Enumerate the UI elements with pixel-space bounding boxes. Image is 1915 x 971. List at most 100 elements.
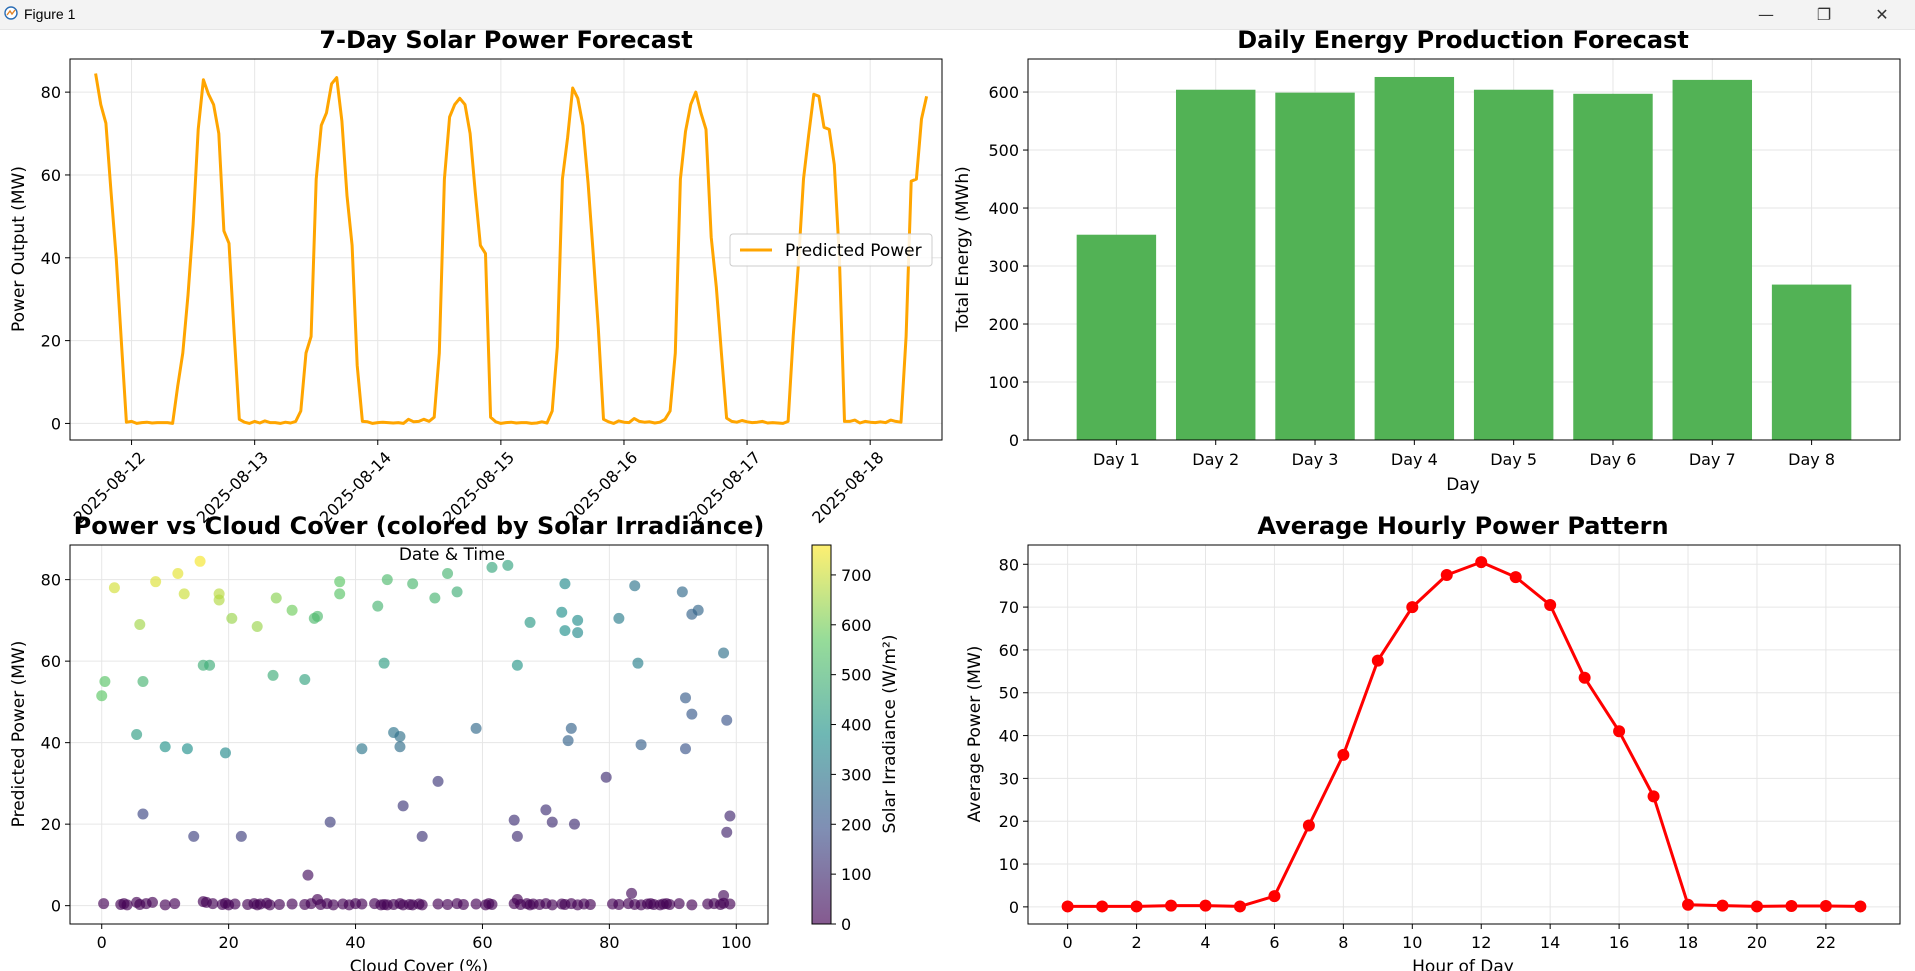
close-button[interactable]: ✕	[1853, 0, 1911, 29]
scatter-point	[718, 889, 730, 901]
scatter-point	[311, 610, 323, 622]
scatter-point	[559, 578, 571, 590]
scatter-point	[137, 676, 149, 688]
x-tick-label: 2025-08-18	[808, 448, 887, 527]
x-tick-label: 22	[1816, 933, 1836, 952]
scatter-point	[451, 586, 463, 598]
line-chart-ticks: 2025-08-12 2025-08-13 2025-08-14 2025-08-15…	[41, 83, 888, 527]
y-tick-label: 600	[988, 83, 1019, 102]
x-tick-label: 4	[1200, 933, 1210, 952]
scatter-point	[204, 659, 216, 671]
hourly-power-marker	[1130, 900, 1143, 913]
scatter-point	[432, 898, 444, 910]
bar-chart-ylabel: Total Energy (MWh)	[953, 166, 973, 333]
maximize-button[interactable]: ❐	[1795, 0, 1853, 29]
hourly-power-marker	[1061, 900, 1074, 913]
scatter-point	[416, 830, 428, 842]
scatter-point	[511, 830, 523, 842]
scatter-point	[286, 898, 298, 910]
colorbar-tick-label: 500	[841, 666, 872, 685]
scatter-point	[356, 743, 368, 755]
scatter-chart-points	[96, 555, 736, 911]
scatter-point	[302, 869, 314, 881]
hourly-power-marker	[1682, 898, 1695, 911]
scatter-point	[372, 600, 384, 612]
scatter-point	[470, 898, 482, 910]
x-tick-label: 8	[1338, 933, 1348, 952]
x-tick-label: Day 8	[1788, 450, 1835, 469]
scatter-point	[134, 618, 146, 630]
colorbar-tick-label: 300	[841, 765, 872, 784]
scatter-point	[724, 898, 736, 910]
y-tick-label: 300	[988, 257, 1019, 276]
scatter-point	[486, 898, 498, 910]
scatter-point	[502, 559, 514, 571]
y-tick-label: 40	[41, 249, 61, 268]
bar-chart-title: Daily Energy Production Forecast	[1237, 29, 1689, 54]
y-tick-label: 200	[988, 315, 1019, 334]
hourly-power-marker	[1165, 899, 1178, 912]
x-tick-label: 20	[218, 933, 238, 952]
hourly-power-line	[1067, 560, 1861, 908]
scatter-point	[613, 612, 625, 624]
scatter-point	[676, 586, 688, 598]
scatter-point	[546, 899, 558, 911]
x-tick-label: 14	[1540, 933, 1560, 952]
hourly-power-line-chart: 0 2 4 6 8 10 12 14 16 18 20 22 0 10 20 30 40 50 60 70 80 Ave…	[965, 512, 1901, 971]
colorbar-tick-label: 100	[841, 865, 872, 884]
hourly-power-marker	[1440, 568, 1453, 581]
window-title: Figure 1	[24, 6, 76, 22]
colorbar-tick-label: 600	[841, 616, 872, 635]
scatter-point	[219, 747, 231, 759]
hourly-power-marker	[1337, 748, 1350, 761]
y-tick-label: 400	[988, 199, 1019, 218]
hourly-chart-ylabel: Average Power (MW)	[965, 646, 985, 823]
minimize-icon: —	[1758, 5, 1774, 24]
y-tick-label: 0	[1009, 431, 1019, 450]
energy-bar	[1175, 89, 1256, 440]
x-tick-label: 40	[345, 933, 365, 952]
solar-forecast-line-chart: 2025-08-12 2025-08-13 2025-08-14 2025-08-15…	[9, 29, 943, 527]
y-tick-label: 10	[999, 855, 1019, 874]
energy-bar	[1672, 79, 1753, 440]
scatter-point	[572, 627, 584, 639]
scatter-point	[559, 625, 571, 637]
scatter-point	[394, 731, 406, 743]
scatter-point	[680, 743, 692, 755]
scatter-point	[470, 722, 482, 734]
energy-bar	[1573, 93, 1653, 440]
hourly-power-marker	[1785, 900, 1798, 913]
scatter-point	[172, 568, 184, 580]
x-tick-label: Day 2	[1192, 450, 1239, 469]
scatter-point	[381, 574, 393, 586]
line-chart-legend: Predicted Power	[729, 233, 933, 267]
scatter-point	[584, 898, 596, 910]
y-tick-label: 30	[999, 769, 1019, 788]
line-chart-xlabel: Date & Time	[399, 545, 505, 565]
hourly-power-series	[1061, 556, 1867, 913]
line-chart-ylabel: Power Output (MW)	[9, 166, 29, 332]
scatter-point	[416, 899, 428, 911]
energy-bar	[1771, 284, 1852, 440]
scatter-point	[99, 676, 111, 688]
scatter-point	[718, 647, 730, 659]
hourly-chart-ticks: 0 2 4 6 8 10 12 14 16 18 20 22 0 10 20 30 40 50 60 70 80	[999, 555, 1836, 952]
scatter-point	[270, 592, 282, 604]
y-tick-label: 100	[988, 373, 1019, 392]
scatter-point	[429, 592, 441, 604]
x-tick-label: 60	[472, 933, 492, 952]
minimize-button[interactable]: —	[1737, 0, 1795, 29]
y-tick-label: 0	[51, 414, 61, 433]
y-tick-label: 70	[999, 598, 1019, 617]
scatter-chart-ticks: 0 20 40 60 80 100 0 20 40 60 80	[41, 571, 752, 952]
hourly-power-marker	[1578, 671, 1591, 684]
hourly-power-marker	[1544, 598, 1557, 611]
y-tick-label: 60	[41, 166, 61, 185]
hourly-power-marker	[1509, 571, 1522, 584]
daily-energy-bar-chart: 0 100 200 300 400 500 600 Day 1 Day 2 Day 3 Day 4 D…	[953, 29, 1901, 495]
scatter-point	[524, 616, 536, 628]
scatter-point	[626, 887, 638, 899]
y-tick-label: 80	[41, 571, 61, 590]
x-tick-label: 100	[721, 933, 752, 952]
colorbar-tick-label: 400	[841, 716, 872, 735]
